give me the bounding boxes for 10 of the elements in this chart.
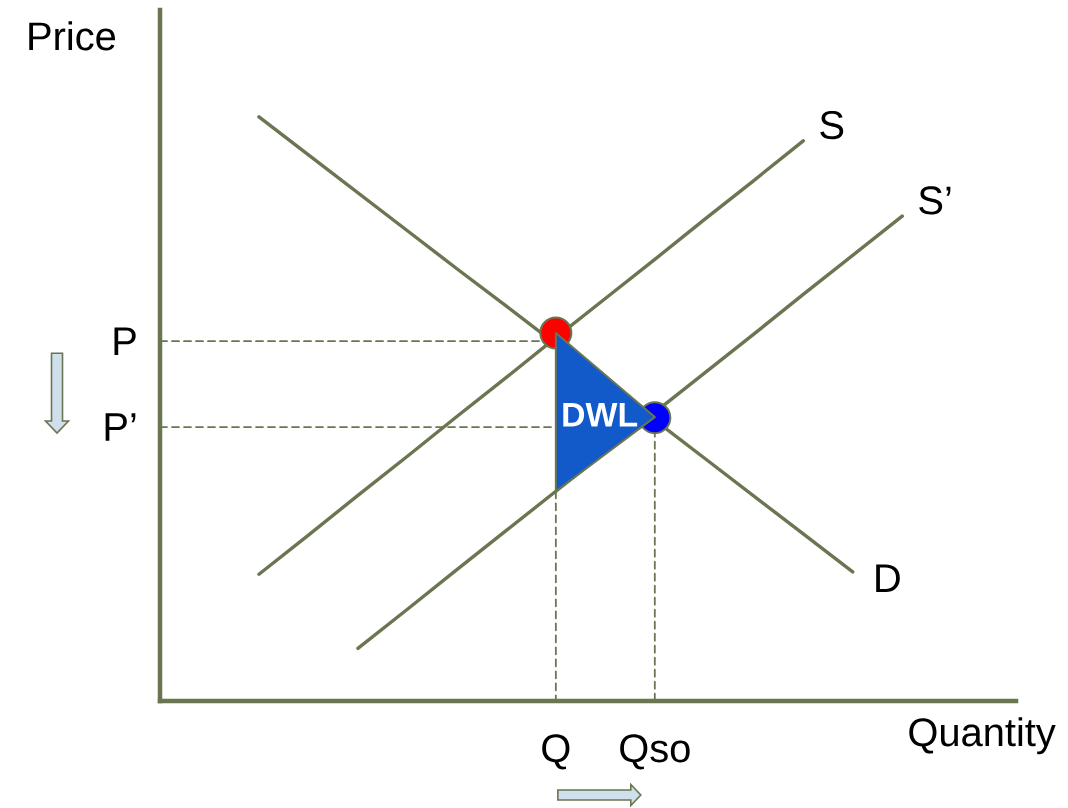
series-label: S’ — [919, 186, 951, 215]
series-label: D — [876, 564, 900, 592]
series-label: P’ — [105, 413, 136, 441]
series-label: P — [114, 327, 136, 355]
x-axis-title: Quantity — [909, 717, 1056, 755]
x-tick-label: Q — [542, 734, 570, 770]
series-label: S — [820, 110, 844, 140]
annotation: DWL — [563, 403, 638, 427]
x-tick-label: Qso — [620, 734, 690, 770]
y-axis-title: Price — [29, 21, 116, 51]
